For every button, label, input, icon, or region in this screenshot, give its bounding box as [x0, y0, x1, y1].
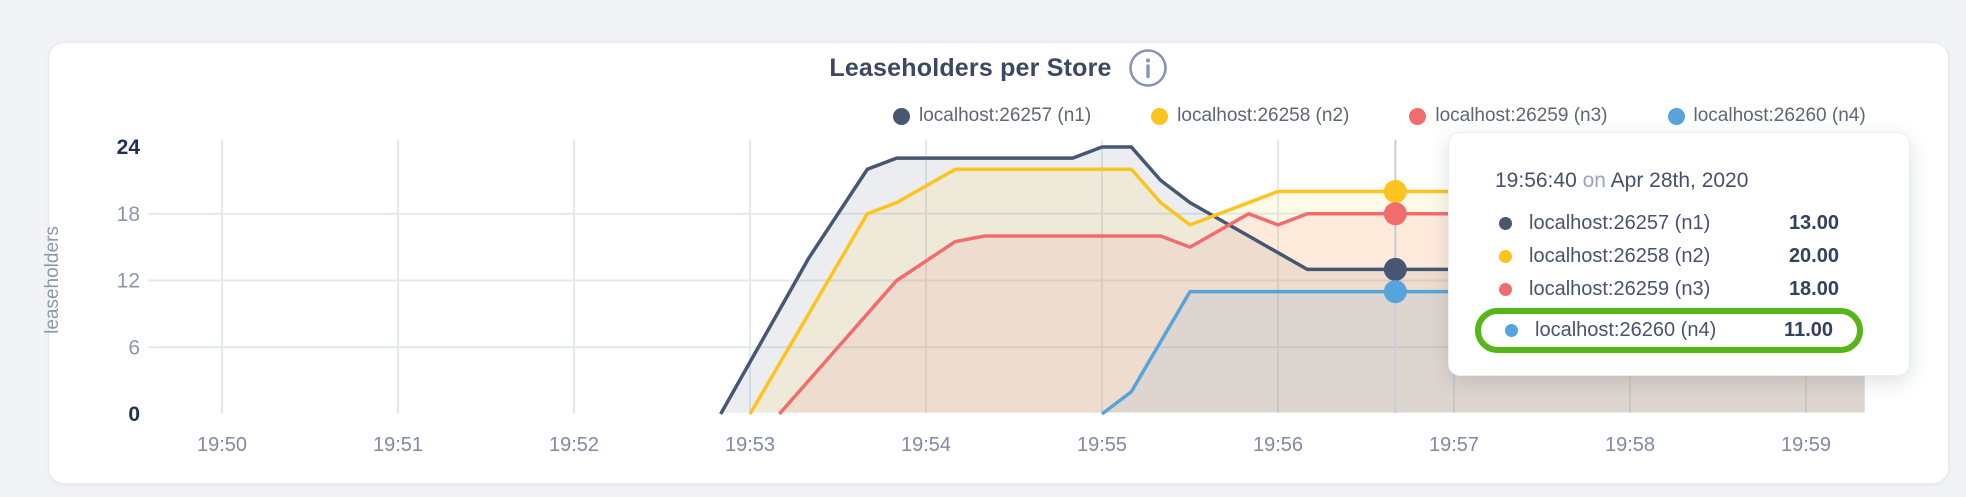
- series-dot-icon: [1499, 283, 1512, 296]
- x-tick-label: 19:52: [549, 434, 599, 456]
- legend-item[interactable]: localhost:26257 (n1): [893, 105, 1091, 127]
- tooltip-series-name: localhost:26258 (n2): [1529, 245, 1711, 267]
- x-tick-label: 19:54: [901, 434, 951, 456]
- x-tick-label: 19:57: [1429, 434, 1479, 456]
- tooltip-series-name: localhost:26260 (n4): [1535, 319, 1717, 341]
- tooltip-timestamp: 19:56:40 on Apr 28th, 2020: [1495, 169, 1748, 193]
- tooltip-row-highlighted: localhost:26260 (n4) 11.00: [1475, 308, 1863, 353]
- x-tick-label: 19:59: [1781, 434, 1831, 456]
- x-tick-label: 19:53: [725, 434, 775, 456]
- x-tick-label: 19:58: [1605, 434, 1655, 456]
- series-line: [719, 145, 1865, 415]
- legend-swatch-icon: [893, 107, 910, 125]
- legend-label: localhost:26258 (n2): [1177, 105, 1350, 126]
- legend-swatch-icon: [1151, 107, 1169, 125]
- tooltip-series-value: 20.00: [1788, 245, 1839, 267]
- hover-dot: [1383, 280, 1407, 304]
- x-tick-label: 19:51: [373, 434, 423, 456]
- tooltip-on-word: on: [1582, 169, 1606, 192]
- y-tick-label: 24: [117, 136, 141, 159]
- tooltip-rows: localhost:26257 (n1) 13.00 localhost:26258…: [1475, 207, 1863, 353]
- tooltip-row: localhost:26259 (n3) 18.00: [1485, 273, 1853, 306]
- legend-item[interactable]: localhost:26260 (n4): [1667, 105, 1866, 127]
- legend-label: localhost:26257 (n1): [919, 105, 1092, 126]
- y-axis-title: leaseholders: [42, 226, 63, 334]
- legend-label: localhost:26260 (n4): [1693, 105, 1866, 126]
- info-icon[interactable]: [1128, 48, 1168, 88]
- legend-swatch-icon: [1409, 107, 1427, 125]
- tooltip-date: Apr 28th, 2020: [1610, 169, 1749, 192]
- tooltip-series-name: localhost:26257 (n1): [1529, 212, 1711, 234]
- chart-header: Leaseholders per Store: [48, 48, 1949, 88]
- tooltip-row: localhost:26257 (n1) 13.00: [1485, 207, 1853, 240]
- series-dot-icon: [1499, 250, 1512, 263]
- tooltip-series-value: 18.00: [1788, 278, 1839, 300]
- tooltip-time: 19:56:40: [1495, 169, 1577, 192]
- hover-dot: [1383, 180, 1407, 203]
- chart-legend: localhost:26257 (n1) localhost:26258 (n2)…: [893, 104, 1866, 128]
- legend-item[interactable]: localhost:26259 (n3): [1409, 105, 1608, 127]
- series-dot-icon: [1505, 324, 1518, 337]
- y-tick-label: 12: [117, 270, 140, 293]
- tooltip-series-value: 11.00: [1784, 319, 1833, 341]
- chart-title: Leaseholders per Store: [829, 53, 1112, 82]
- legend-label: localhost:26259 (n3): [1435, 105, 1608, 126]
- y-tick-label: 18: [117, 203, 140, 226]
- legend-item[interactable]: localhost:26258 (n2): [1151, 105, 1349, 127]
- x-tick-label: 19:50: [197, 434, 247, 456]
- x-tick-label: 19:56: [1253, 434, 1303, 456]
- tooltip-series-value: 13.00: [1788, 212, 1839, 234]
- hover-tooltip: 19:56:40 on Apr 28th, 2020 localhost:262…: [1448, 132, 1910, 376]
- hover-dot: [1383, 257, 1407, 281]
- x-tick-label: 19:55: [1077, 434, 1127, 456]
- series-line: [778, 212, 1865, 416]
- legend-swatch-icon: [1667, 107, 1685, 125]
- hover-dot: [1383, 202, 1407, 226]
- tooltip-row: localhost:26258 (n2) 20.00: [1485, 240, 1853, 273]
- series-line: [748, 167, 1865, 415]
- series-dot-icon: [1499, 217, 1512, 230]
- y-tick-label: 6: [128, 336, 140, 359]
- y-tick-label: 0: [128, 403, 140, 426]
- tooltip-series-name: localhost:26259 (n3): [1529, 278, 1711, 300]
